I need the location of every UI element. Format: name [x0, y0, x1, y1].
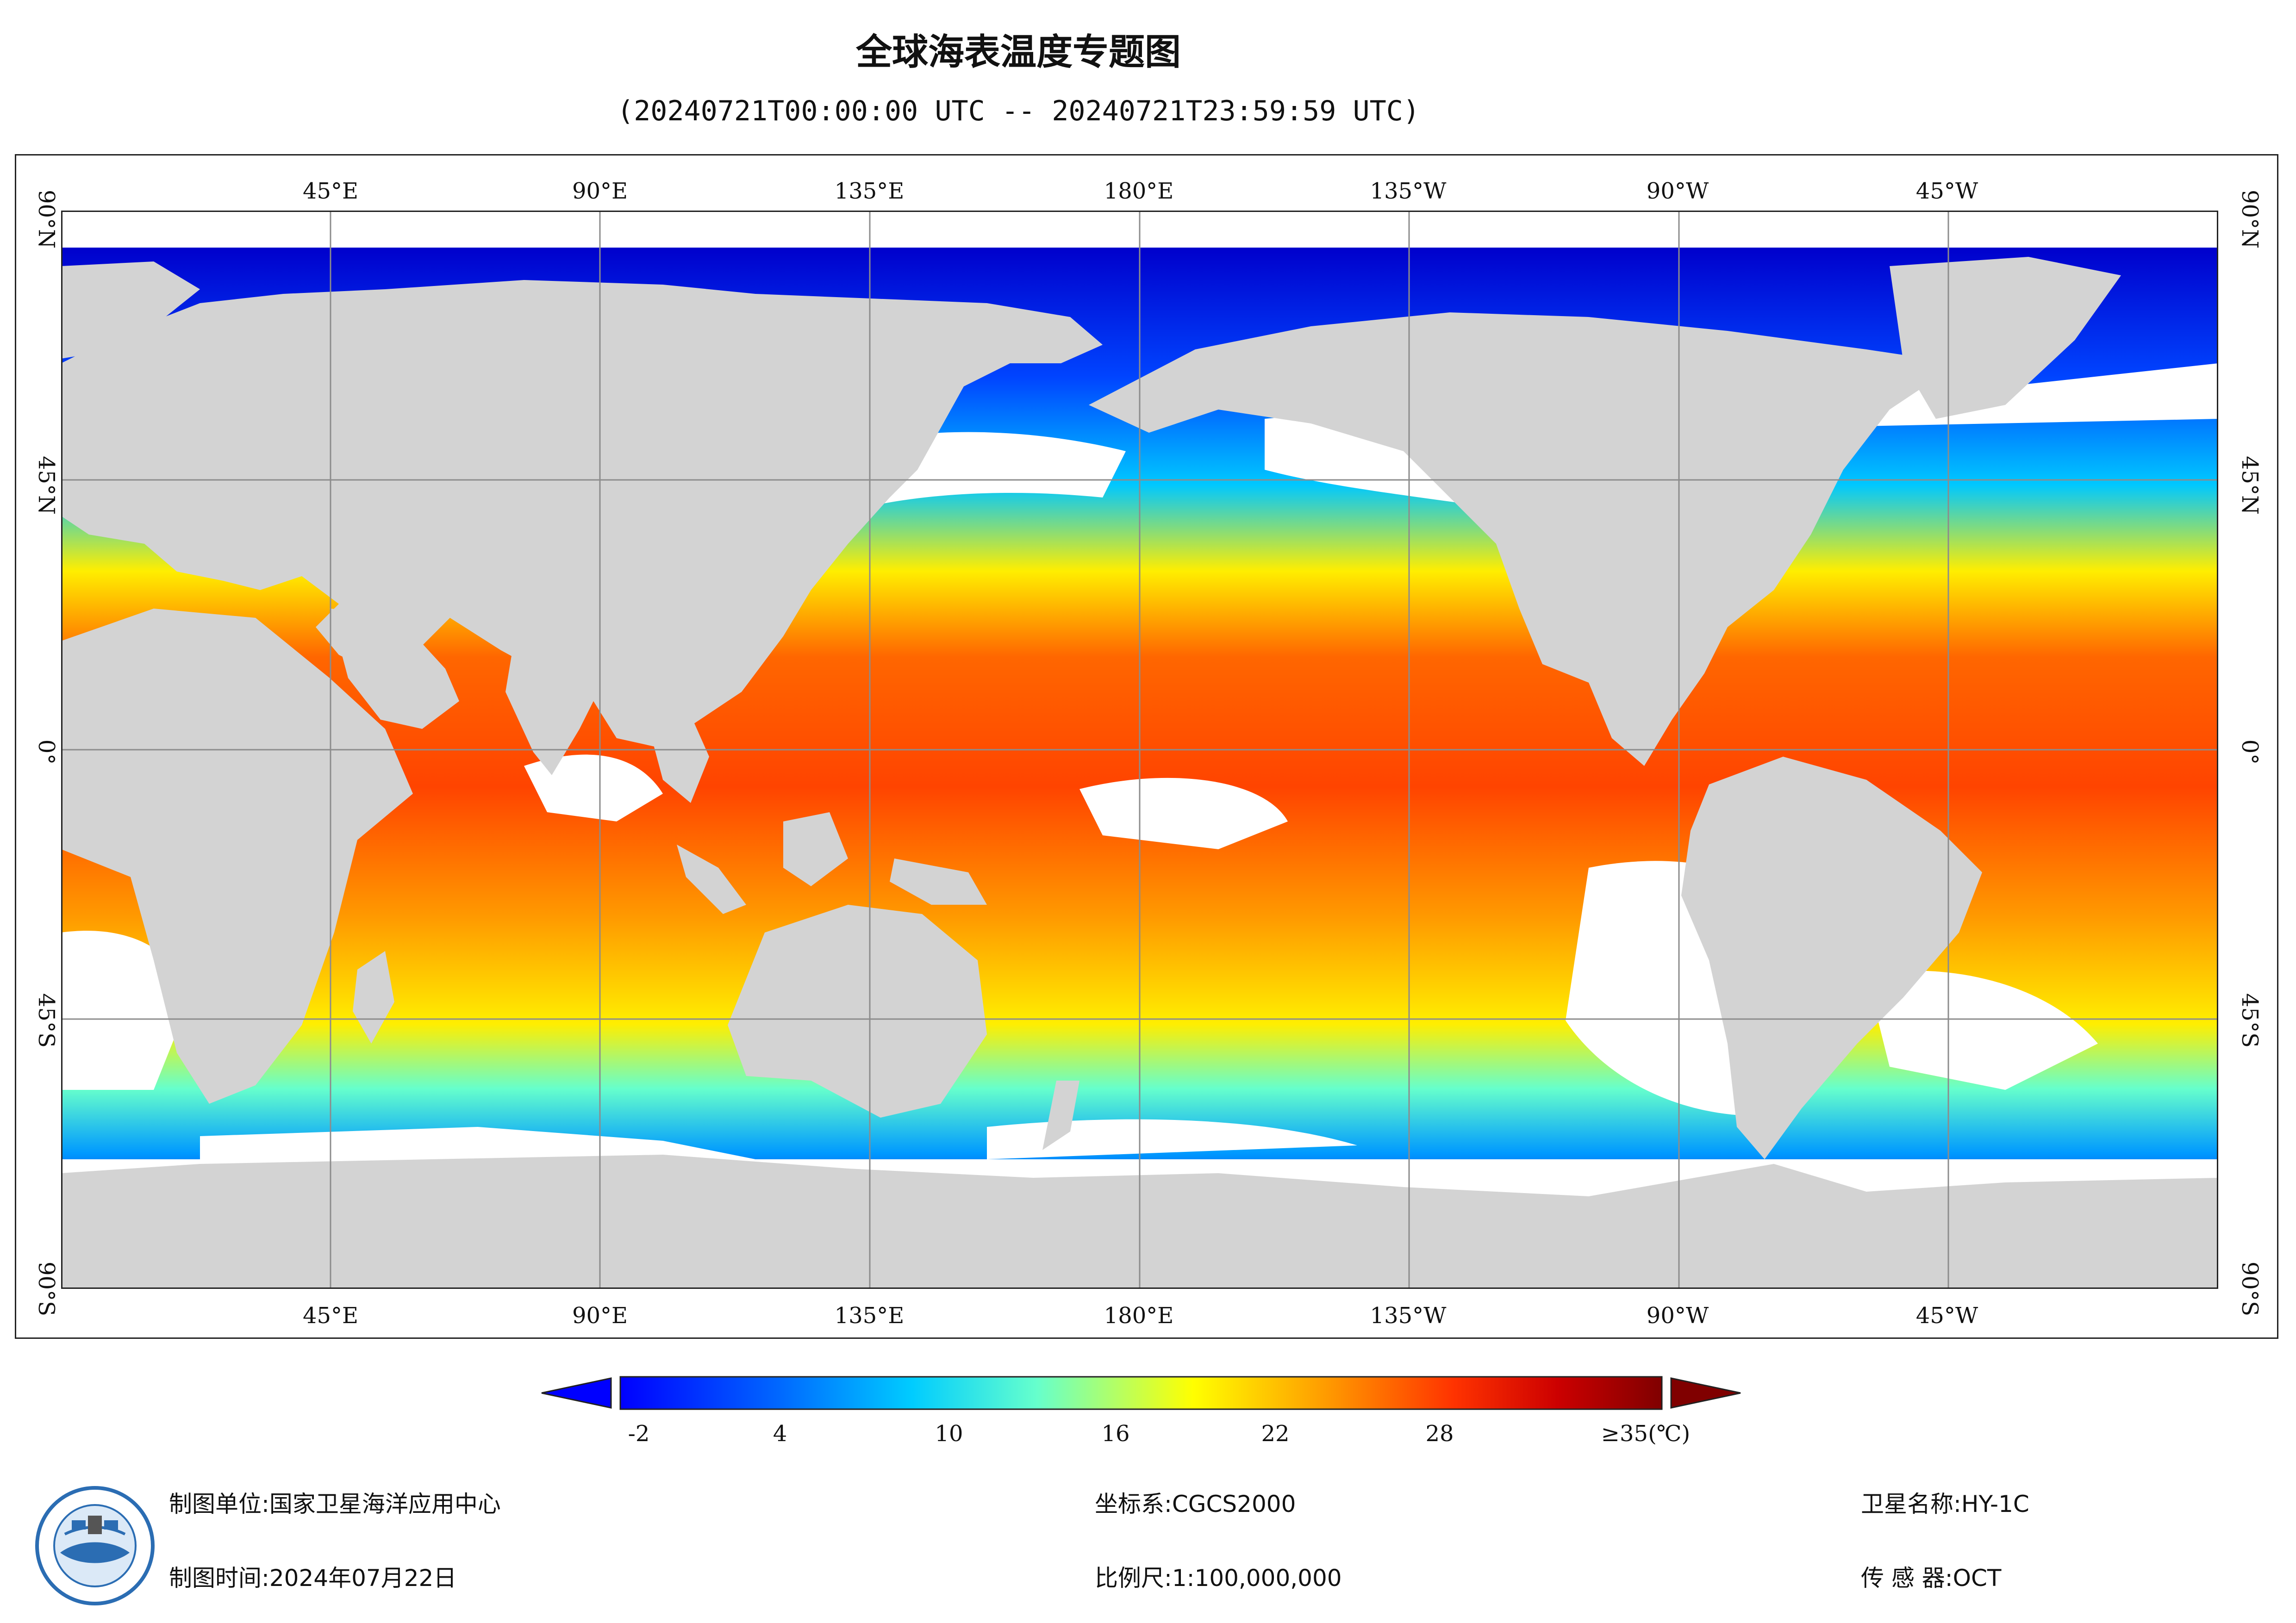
lon-label-top-135e: 135°E — [834, 178, 905, 204]
colorbar-tick-label: 16 — [1101, 1421, 1130, 1447]
map-scale-label: 比例尺:1:100,000,000 — [1095, 1565, 1342, 1592]
lon-label-top-45e: 45°E — [302, 178, 359, 204]
landmass-new-zealand — [1042, 1081, 1079, 1150]
lat-label-left-45n: 45°N — [33, 456, 59, 515]
landmass-madagascar — [353, 951, 394, 1044]
colorbar-tick-label: 4 — [773, 1421, 787, 1447]
lon-label-top-90e: 90°E — [572, 178, 628, 204]
lat-label-right-90n: 90°N — [2237, 190, 2263, 249]
lon-label-top-90w: 90°W — [1646, 178, 1709, 204]
colorbar-tick-label: ≥35(℃) — [1601, 1421, 1691, 1447]
lon-label-bottom-135e: 135°E — [834, 1303, 905, 1329]
lon-label-bottom-90e: 90°E — [572, 1303, 628, 1329]
coordinate-system-label: 坐标系:CGCS2000 — [1095, 1491, 1296, 1517]
landmass-europe-west — [61, 261, 200, 359]
lon-label-bottom-90w: 90°W — [1646, 1303, 1709, 1329]
colorbar-tick-label: 22 — [1261, 1421, 1290, 1447]
landmass-india — [505, 636, 607, 775]
lat-label-left-0: 0° — [33, 739, 59, 765]
lat-label-left-45s: 45°S — [33, 993, 59, 1048]
lat-label-right-45s: 45°S — [2237, 993, 2263, 1048]
map-time-range: (20240721T00:00:00 UTC -- 20240721T23:59… — [617, 95, 1420, 127]
lon-label-bottom-135w: 135°W — [1370, 1303, 1447, 1329]
landmass-greenland — [1890, 257, 2121, 419]
lat-label-left-90s: 90°S — [33, 1262, 59, 1316]
landmass-eurasia — [61, 280, 1103, 747]
colorbar-gradient — [619, 1376, 1663, 1410]
lon-label-top-180e: 180°E — [1104, 178, 1174, 204]
production-date-label: 制图时间:2024年07月22日 — [169, 1565, 457, 1592]
landmass-borneo — [783, 812, 848, 886]
lon-label-bottom-45e: 45°E — [302, 1303, 359, 1329]
landmass-australia — [728, 905, 987, 1118]
producer-unit-label: 制图单位:国家卫星海洋应用中心 — [169, 1491, 501, 1517]
lon-label-bottom-180e: 180°E — [1104, 1303, 1174, 1329]
lat-label-left-90n: 90°N — [33, 190, 59, 249]
colorbar-tick-label: 10 — [935, 1421, 963, 1447]
landmass-north-america — [1089, 312, 1959, 766]
colorbar-tick-label: 28 — [1425, 1421, 1454, 1447]
lat-label-right-90s: 90°S — [2237, 1262, 2263, 1316]
sst-map — [61, 211, 2218, 1289]
landmass-arabia — [330, 609, 459, 729]
map-frame — [15, 154, 2278, 1339]
map-border — [61, 211, 2218, 1289]
colorbar-tick-label: -2 — [628, 1421, 650, 1447]
colorbar — [541, 1376, 1741, 1410]
colorbar-under-arrow — [541, 1377, 612, 1409]
colorbar-over-arrow — [1670, 1377, 1741, 1409]
lat-label-right-45n: 45°N — [2237, 456, 2263, 515]
graticule — [61, 211, 2218, 1289]
lon-label-bottom-45w: 45°W — [1915, 1303, 1978, 1329]
sensor-label: 传 感 器:OCT — [1861, 1565, 2002, 1592]
lat-label-right-0: 0° — [2237, 739, 2263, 765]
landmass-sumatra — [677, 845, 746, 914]
lon-label-top-45w: 45°W — [1915, 178, 1978, 204]
lon-label-top-135w: 135°W — [1370, 178, 1447, 204]
satellite-name-label: 卫星名称:HY-1C — [1861, 1491, 2029, 1517]
landmass-se-asia — [644, 710, 709, 803]
landmass-new-guinea — [890, 858, 987, 905]
nsoas-logo-icon — [35, 1486, 155, 1605]
map-title: 全球海表温度专题图 — [855, 31, 1181, 73]
landmass-south-america — [1681, 757, 1982, 1159]
landmass-africa — [61, 609, 413, 1104]
